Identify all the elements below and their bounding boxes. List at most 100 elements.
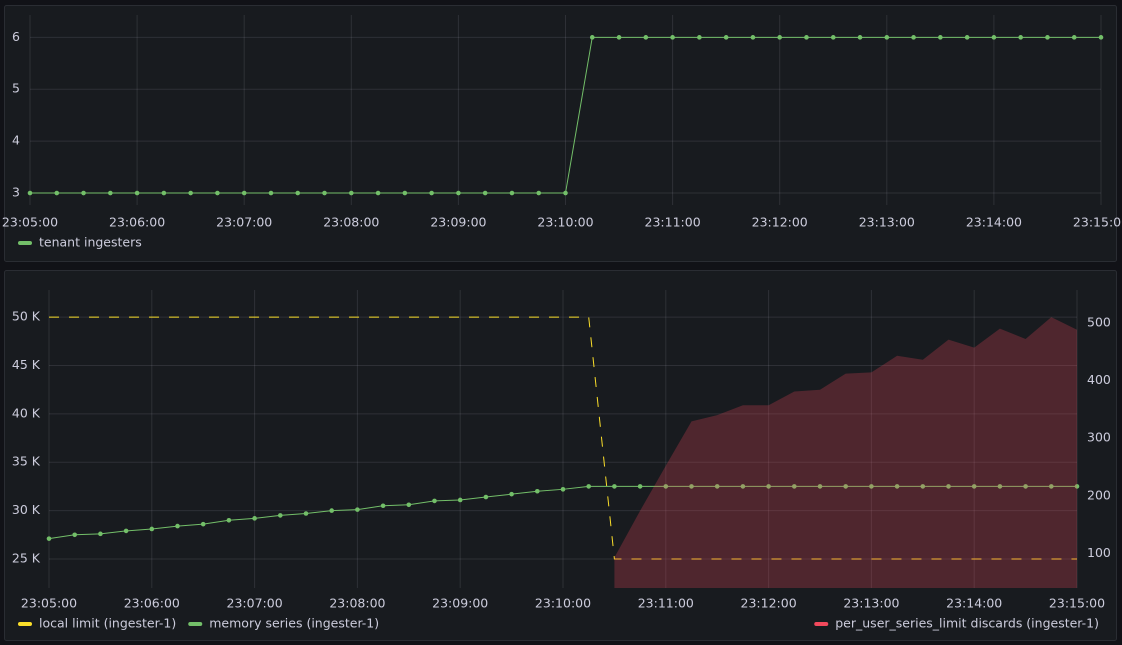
data-point (964, 35, 970, 40)
data-point (535, 488, 540, 494)
data-point (509, 190, 515, 196)
data-point (991, 35, 997, 40)
data-point (98, 531, 103, 537)
y2-tick-label: 200 (1087, 487, 1111, 502)
x-tick-label: 23:12:00 (752, 215, 808, 230)
data-point (54, 190, 60, 196)
data-point (149, 526, 155, 532)
legend-label: memory series (ingester-1) (209, 616, 379, 631)
data-point (560, 487, 566, 492)
data-point (375, 190, 381, 196)
data-point (804, 35, 809, 40)
data-point (884, 35, 890, 40)
data-point (406, 502, 412, 508)
data-point (108, 190, 113, 196)
data-point (456, 190, 461, 196)
x-tick-label: 23:10:00 (537, 215, 593, 230)
data-point (997, 484, 1003, 489)
data-point (278, 513, 283, 518)
x-tick-label: 23:09:00 (432, 596, 488, 611)
y-tick-label: 25 K (12, 550, 41, 565)
data-point (81, 190, 86, 196)
data-point (1018, 35, 1023, 40)
y-tick-label: 40 K (12, 405, 41, 420)
data-point (161, 190, 167, 196)
data-point (792, 484, 797, 489)
legend-swatch (814, 622, 829, 626)
x-tick-label: 23:06:00 (109, 215, 165, 230)
data-point (920, 484, 926, 489)
data-point (563, 190, 568, 196)
data-point (946, 484, 951, 489)
data-point (766, 484, 771, 489)
legend-label: tenant ingesters (39, 235, 142, 250)
data-point (894, 484, 900, 489)
x-tick-label: 23:06:00 (124, 596, 180, 611)
area (614, 317, 1077, 588)
data-point (714, 484, 720, 489)
data-point (457, 497, 463, 503)
data-point (869, 484, 874, 489)
data-point (1049, 484, 1054, 489)
data-point (329, 508, 335, 513)
panel (4, 270, 1117, 641)
data-point (215, 190, 220, 196)
data-point (188, 190, 193, 196)
data-point (1045, 35, 1050, 40)
data-point (723, 35, 729, 40)
data-point (380, 503, 386, 509)
x-tick-label: 23:11:00 (638, 596, 694, 611)
y2-tick-label: 300 (1087, 430, 1111, 445)
x-tick-label: 23:12:00 (741, 596, 797, 611)
x-tick-label: 23:15:00 (1073, 215, 1122, 230)
y-tick-label: 4 (12, 133, 20, 148)
x-tick-label: 23:05:00 (21, 596, 77, 611)
data-point (586, 484, 591, 489)
data-point (72, 532, 77, 538)
data-point (689, 484, 694, 489)
data-point (740, 484, 746, 489)
y-tick-label: 5 (12, 81, 20, 96)
legend-swatch (18, 241, 32, 245)
y2-tick-label: 400 (1087, 372, 1111, 387)
y-tick-label: 3 (12, 185, 20, 200)
data-point (322, 190, 327, 196)
data-point (697, 35, 702, 40)
legend-swatch (18, 622, 32, 626)
x-tick-label: 23:10:00 (535, 596, 591, 611)
x-tick-label: 23:13:00 (859, 215, 915, 230)
data-point (637, 484, 643, 489)
data-point (1071, 35, 1077, 40)
data-point (483, 494, 489, 500)
x-tick-label: 23:08:00 (329, 596, 385, 611)
data-point (252, 516, 257, 521)
data-point (971, 484, 977, 489)
panel (4, 5, 1117, 262)
legend-label: per_user_series_limit discards (ingester… (835, 616, 1099, 631)
x-tick-label: 23:08:00 (323, 215, 379, 230)
data-point (295, 190, 301, 196)
data-point (175, 523, 180, 529)
data-point (429, 190, 434, 196)
x-tick-label: 23:07:00 (227, 596, 283, 611)
x-tick-label: 23:14:00 (946, 596, 1002, 611)
data-point (612, 484, 617, 489)
y-tick-label: 35 K (12, 454, 41, 469)
data-point (134, 190, 140, 196)
data-point (482, 190, 488, 196)
y2-tick-label: 500 (1087, 314, 1111, 329)
x-tick-label: 23:14:00 (966, 215, 1022, 230)
data-point (750, 35, 756, 40)
data-point (123, 528, 129, 534)
data-point (1023, 484, 1028, 489)
data-point (349, 190, 354, 196)
data-point (589, 35, 595, 40)
data-point (643, 35, 649, 40)
x-tick-label: 23:05:00 (2, 215, 58, 230)
data-point (911, 35, 916, 40)
y-tick-label: 6 (12, 29, 20, 44)
data-point (509, 491, 514, 497)
x-tick-label: 23:15:00 (1049, 596, 1105, 611)
legend-label: local limit (ingester-1) (39, 616, 176, 631)
